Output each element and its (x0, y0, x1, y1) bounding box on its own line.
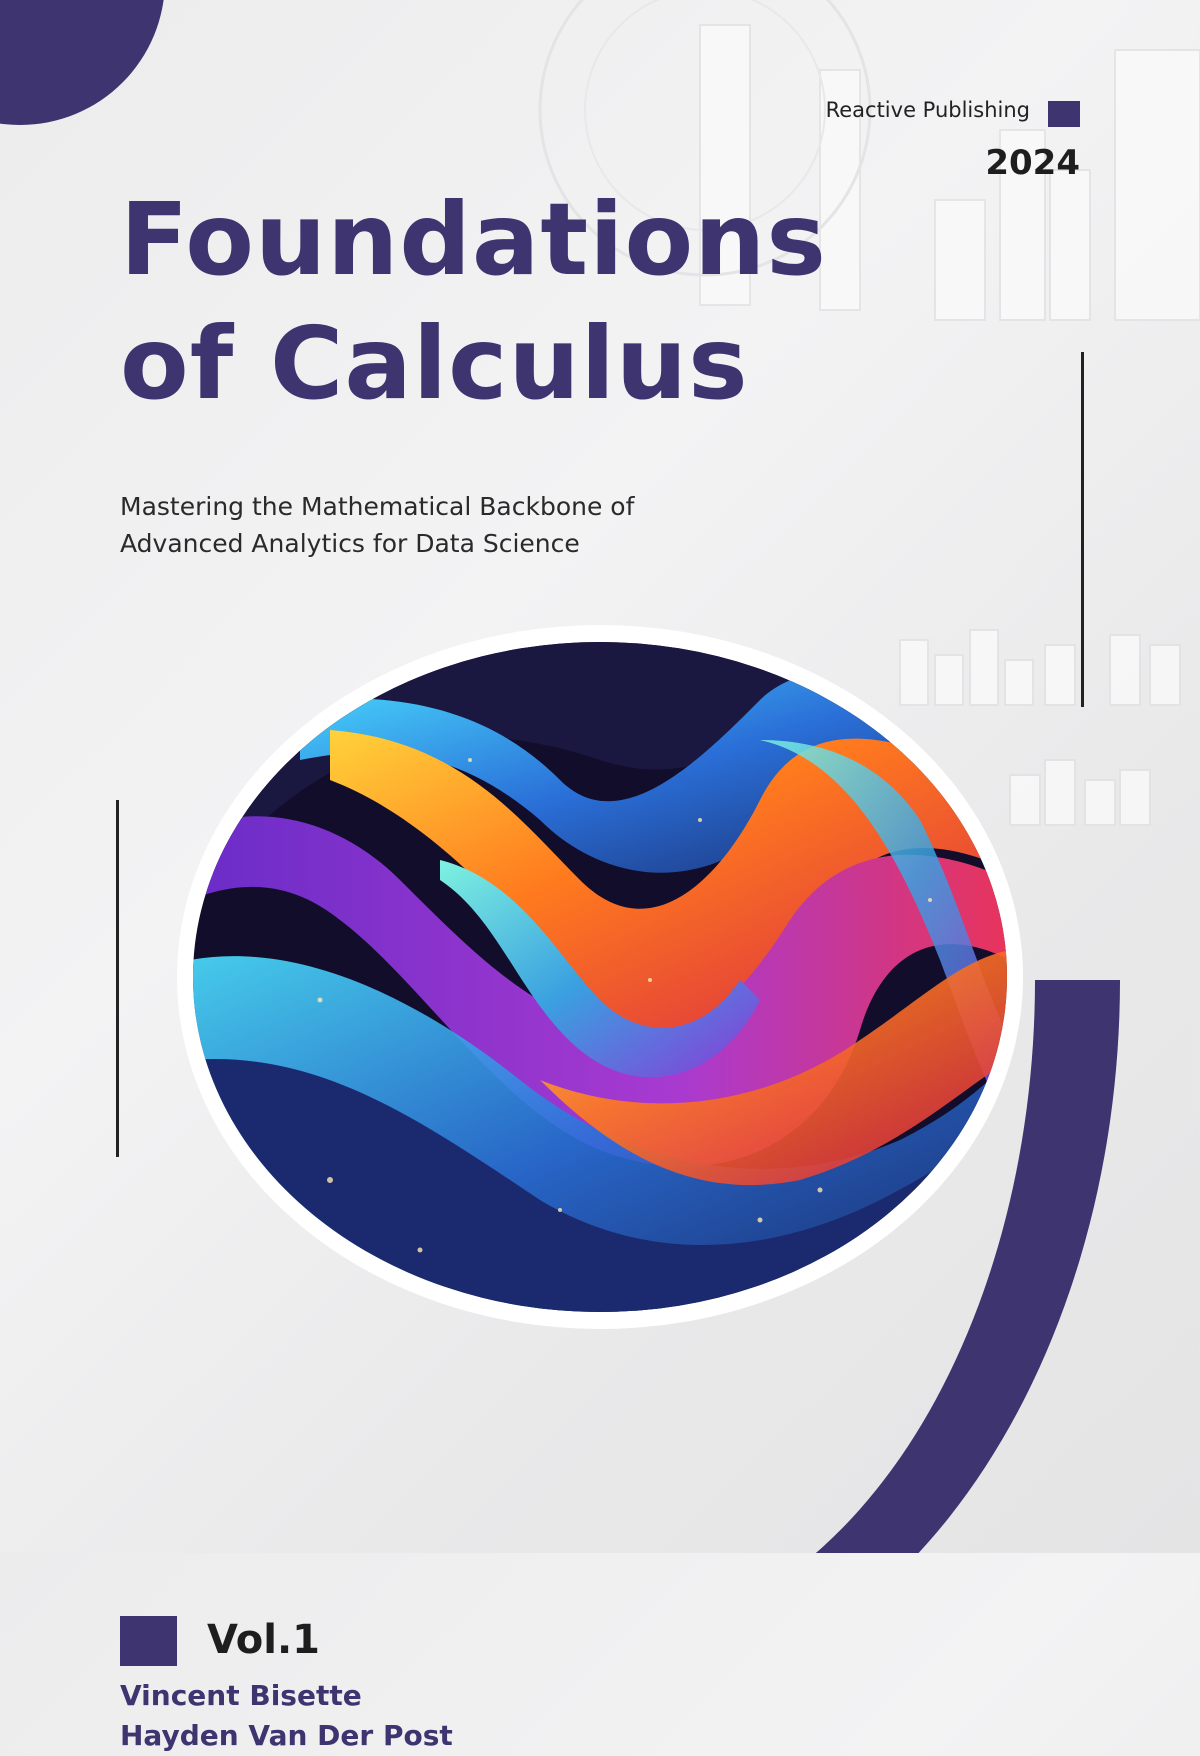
volume-label: Vol.1 (207, 1617, 320, 1663)
author-2: Hayden Van Der Post (120, 1719, 453, 1752)
decorative-arc (815, 980, 1120, 1553)
publisher-square-icon (1048, 101, 1080, 127)
authors: Vincent Bisette Hayden Van Der Post (120, 1676, 453, 1756)
author-1: Vincent Bisette (120, 1679, 362, 1712)
background-ring-inner (584, 0, 826, 231)
publisher-name: Reactive Publishing (825, 98, 1030, 122)
publication-year: 2024 (985, 143, 1080, 183)
abstract-wave-artwork (193, 642, 1007, 1312)
cover-graphics (0, 0, 1200, 1553)
subtitle-line-1: Mastering the Mathematical Backbone of (120, 492, 635, 521)
background-ring (538, 0, 872, 277)
vertical-rule-left (116, 800, 119, 1157)
subtitle-line-2: Advanced Analytics for Data Science (120, 529, 580, 558)
volume-square-icon (120, 1616, 177, 1666)
title-line-2: of Calculus (120, 305, 749, 422)
corner-circle (0, 0, 164, 125)
vertical-rule-right (1081, 352, 1084, 707)
background-bar-chart (699, 24, 1200, 826)
book-title: Foundations of Calculus (120, 178, 827, 426)
book-subtitle: Mastering the Mathematical Backbone of A… (120, 488, 634, 562)
title-line-1: Foundations (120, 181, 827, 298)
